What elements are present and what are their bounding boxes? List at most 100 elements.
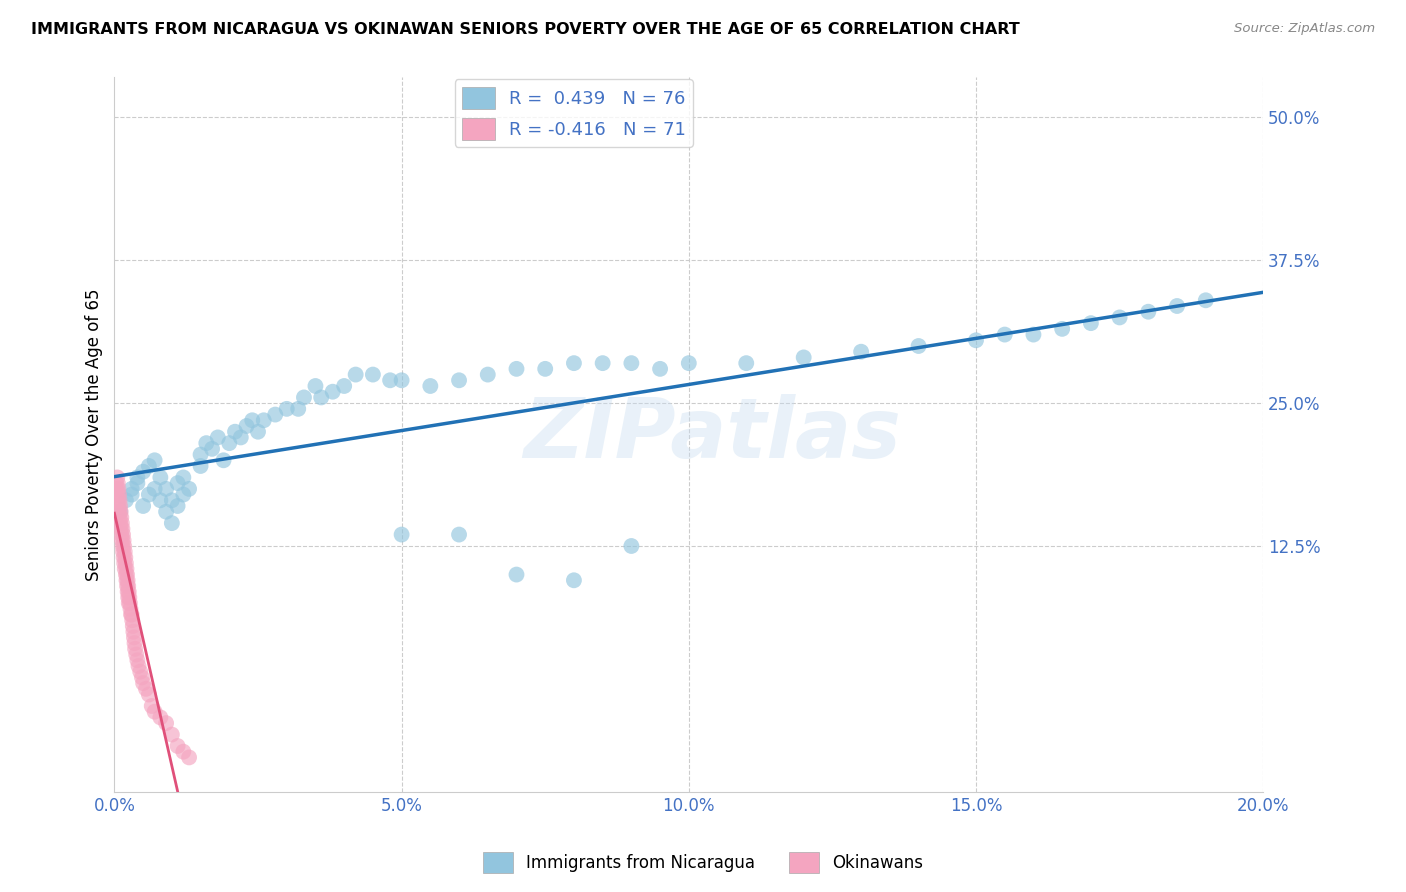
Point (247, 425, 270, 439)
Point (155, 716, 177, 731)
Point (1195, 293, 1218, 308)
Point (127, 470, 149, 484)
Point (155, 482, 177, 496)
Point (160, 493, 183, 508)
Point (149, 710, 172, 724)
Point (135, 681, 157, 696)
Point (108, 505, 131, 519)
Point (361, 368, 384, 382)
Legend: Immigrants from Nicaragua, Okinawans: Immigrants from Nicaragua, Okinawans (477, 846, 929, 880)
Point (112, 539, 135, 553)
Point (907, 339, 929, 353)
Point (562, 356, 585, 370)
Point (122, 624, 145, 639)
Point (1022, 327, 1045, 342)
Point (110, 505, 132, 519)
Point (172, 470, 194, 484)
Point (201, 442, 224, 456)
Point (108, 499, 131, 513)
Point (118, 596, 141, 610)
Point (562, 574, 585, 588)
Text: Source: ZipAtlas.com: Source: ZipAtlas.com (1234, 22, 1375, 36)
Point (115, 562, 138, 576)
Point (155, 505, 177, 519)
Point (117, 574, 139, 588)
Point (965, 333, 987, 347)
Point (121, 613, 143, 627)
Point (128, 659, 150, 673)
Point (505, 362, 527, 376)
Point (127, 476, 149, 491)
Point (111, 522, 134, 536)
Point (104, 482, 127, 496)
Point (112, 545, 135, 559)
Point (1166, 299, 1188, 313)
Point (122, 631, 145, 645)
Point (115, 574, 138, 588)
Point (121, 482, 143, 496)
Point (111, 516, 134, 530)
Point (115, 556, 138, 570)
Point (1080, 316, 1102, 330)
Point (190, 448, 212, 462)
Point (166, 739, 188, 753)
Point (994, 327, 1017, 342)
Point (620, 356, 643, 370)
Point (118, 591, 141, 605)
Point (620, 539, 643, 553)
Point (124, 636, 146, 650)
Point (117, 579, 139, 593)
Point (292, 391, 315, 405)
Point (793, 351, 815, 365)
Point (108, 487, 131, 501)
Point (115, 567, 138, 582)
Point (132, 465, 155, 479)
Point (107, 482, 129, 496)
Point (477, 368, 499, 382)
Point (735, 356, 758, 370)
Point (212, 453, 235, 467)
Point (114, 545, 136, 559)
Point (141, 698, 163, 713)
Point (124, 641, 146, 656)
Point (1050, 322, 1073, 336)
Point (118, 596, 141, 610)
Point (132, 676, 155, 690)
Point (120, 602, 142, 616)
Point (112, 533, 135, 548)
Point (240, 413, 263, 427)
Point (110, 510, 132, 524)
Point (177, 482, 200, 496)
Point (195, 436, 218, 450)
Point (118, 584, 141, 599)
Point (125, 648, 148, 662)
Point (143, 482, 166, 496)
Point (149, 493, 172, 508)
Point (391, 527, 413, 541)
Point (105, 482, 128, 496)
Legend: R =  0.439   N = 76, R = -0.416   N = 71: R = 0.439 N = 76, R = -0.416 N = 71 (454, 79, 693, 147)
Point (391, 373, 413, 387)
Point (132, 499, 155, 513)
Point (114, 562, 136, 576)
Point (534, 362, 557, 376)
Point (224, 425, 246, 439)
Point (160, 516, 183, 530)
Point (105, 476, 128, 491)
Y-axis label: Seniors Poverty Over the Age of 65: Seniors Poverty Over the Age of 65 (86, 288, 103, 581)
Point (309, 391, 332, 405)
Text: IMMIGRANTS FROM NICARAGUA VS OKINAWAN SENIORS POVERTY OVER THE AGE OF 65 CORRELA: IMMIGRANTS FROM NICARAGUA VS OKINAWAN SE… (31, 22, 1019, 37)
Point (131, 670, 153, 684)
Point (110, 522, 132, 536)
Point (592, 356, 614, 370)
Point (108, 493, 131, 508)
Point (108, 516, 131, 530)
Point (120, 607, 142, 622)
Point (138, 688, 160, 702)
Point (129, 665, 152, 679)
Point (1137, 304, 1160, 318)
Point (127, 653, 149, 667)
Point (419, 379, 441, 393)
Point (121, 607, 143, 622)
Point (117, 591, 139, 605)
